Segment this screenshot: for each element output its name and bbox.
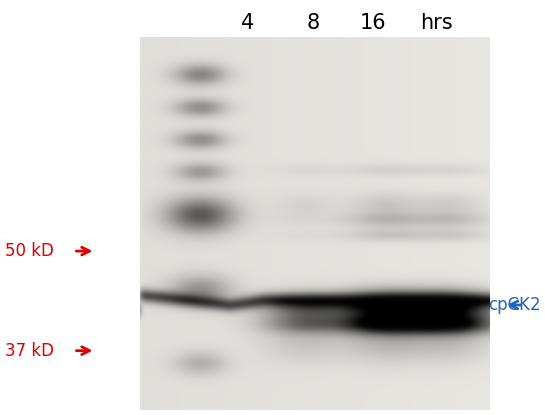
Text: 4: 4 bbox=[241, 13, 255, 33]
Text: 50 kD: 50 kD bbox=[5, 242, 53, 260]
Text: 37 kD: 37 kD bbox=[5, 342, 54, 360]
Text: 16: 16 bbox=[360, 13, 386, 33]
Text: hrs: hrs bbox=[420, 13, 452, 33]
Text: 8: 8 bbox=[307, 13, 320, 33]
Text: cpCK2: cpCK2 bbox=[488, 296, 540, 314]
